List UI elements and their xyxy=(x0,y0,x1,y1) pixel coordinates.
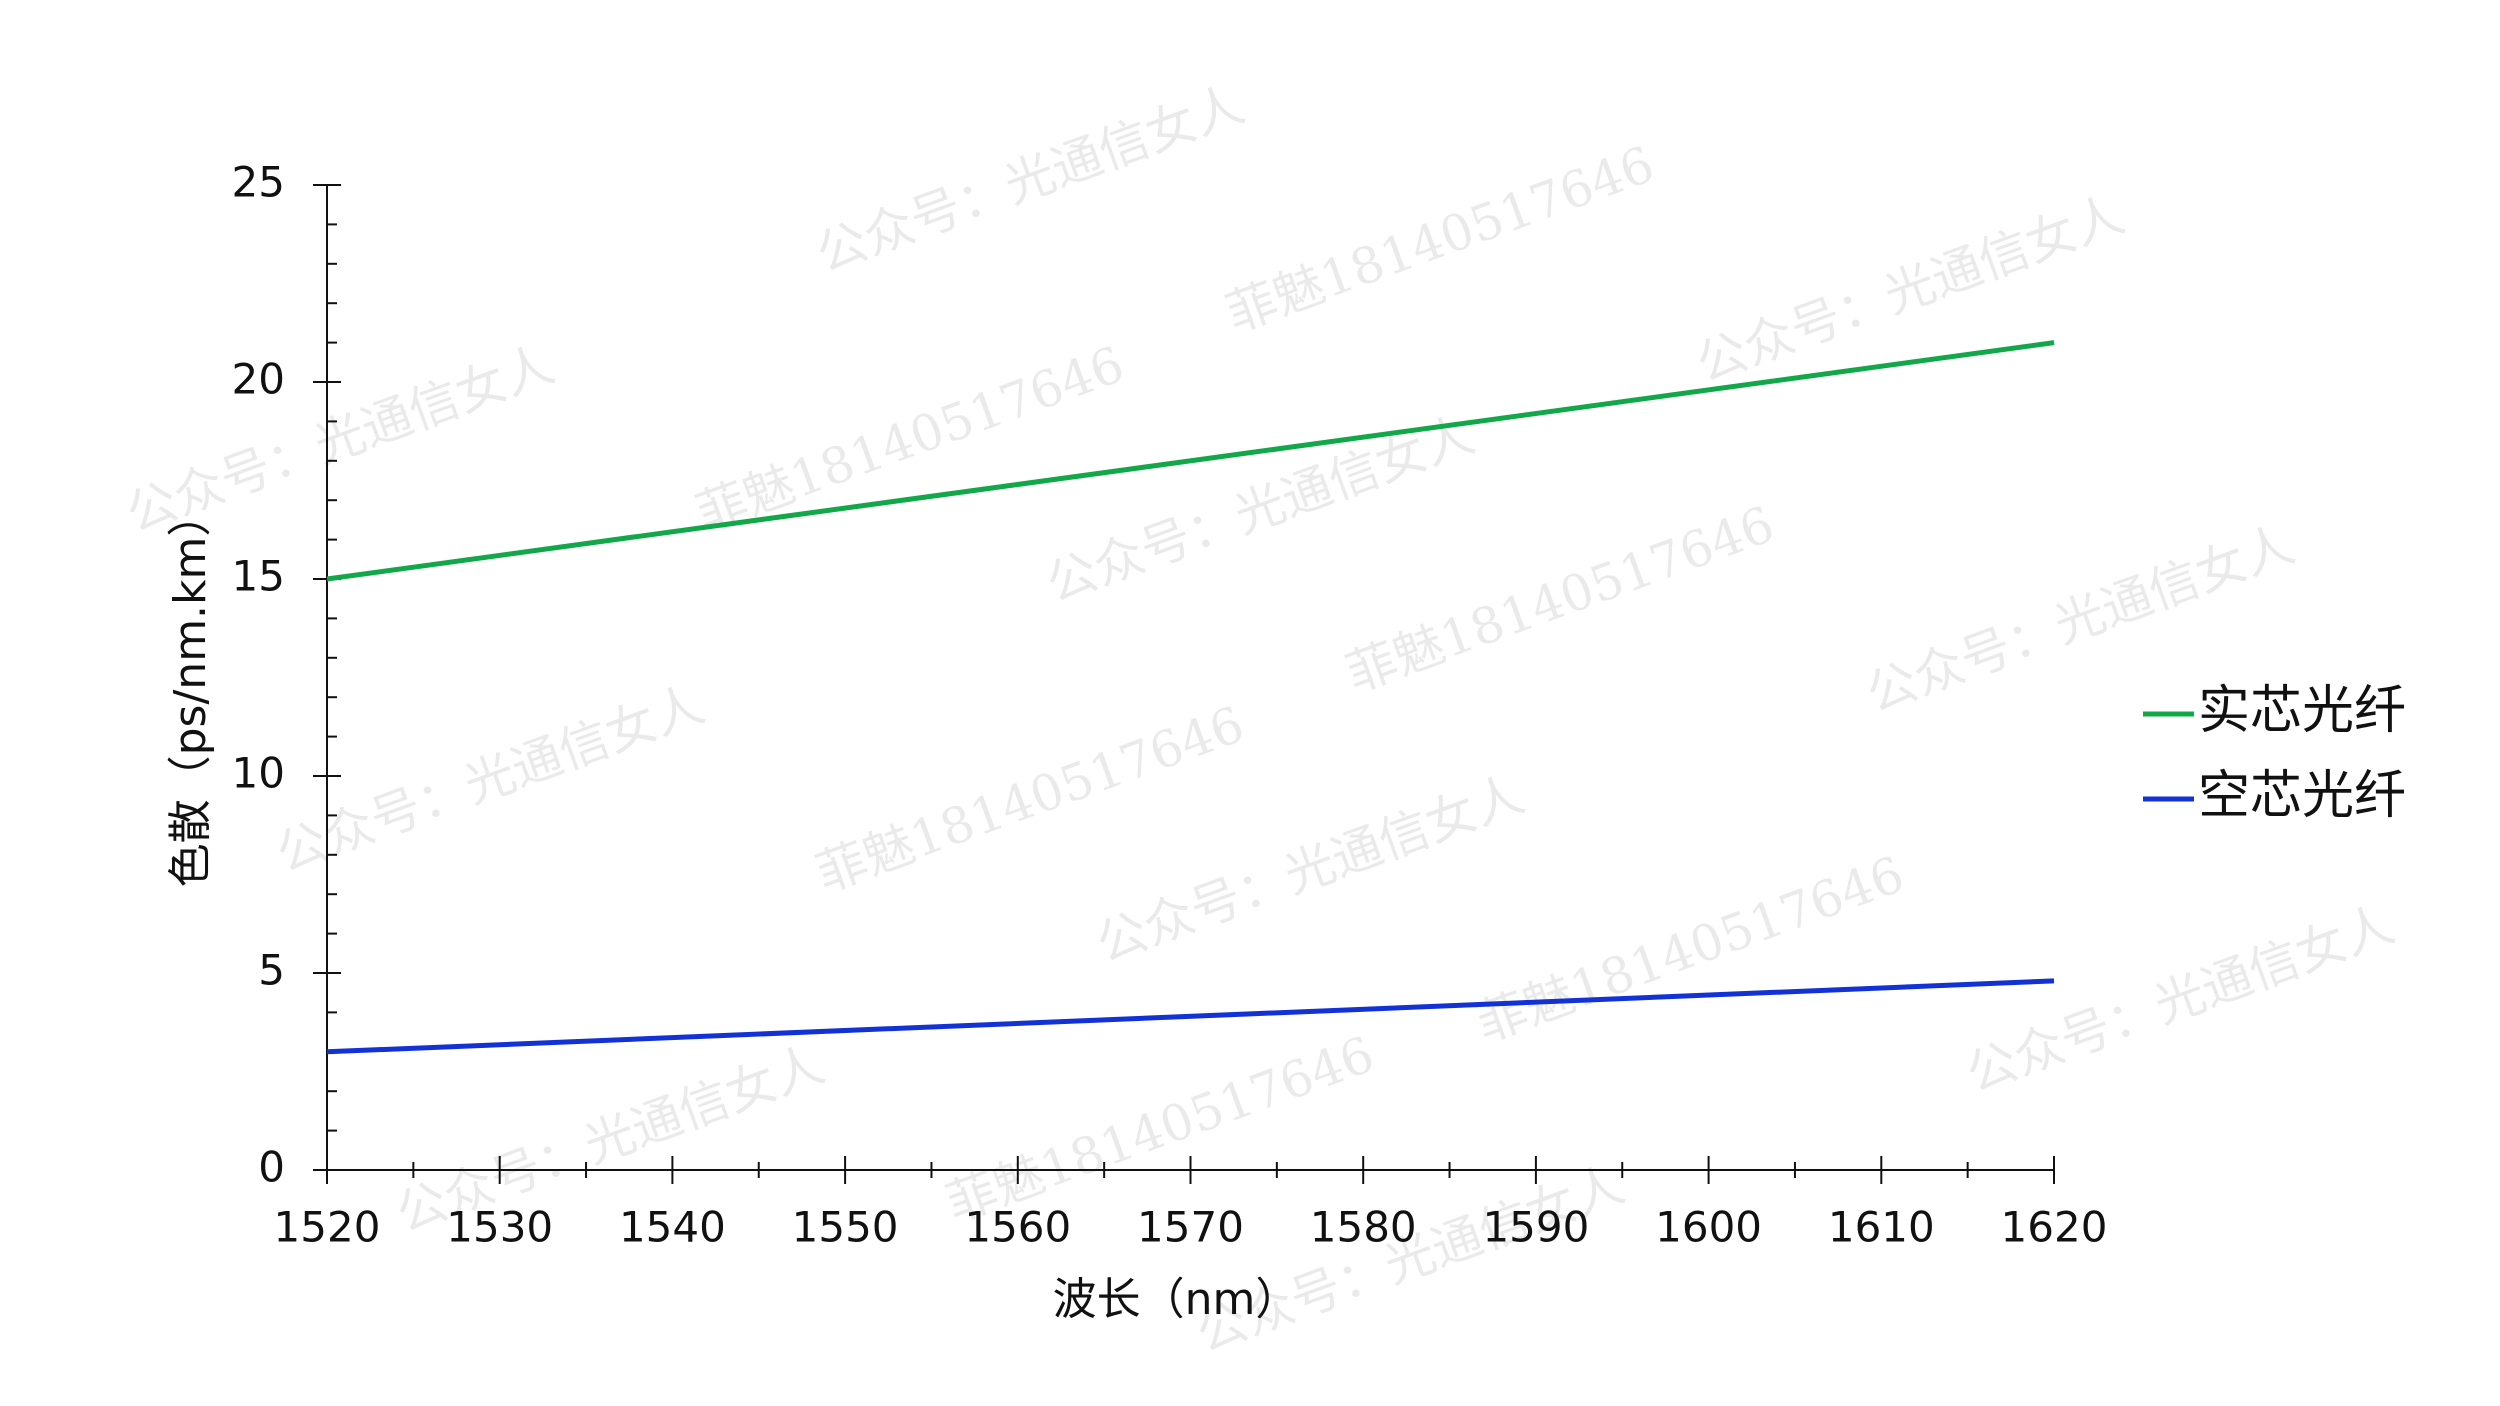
x-axis-label: 波长（nm） xyxy=(1053,1274,1300,1325)
watermark: 公众号：光通信女人 xyxy=(1039,405,1482,613)
x-tick-label: 1610 xyxy=(1828,1203,1935,1252)
x-tick-label: 1550 xyxy=(792,1203,899,1252)
x-tick-label: 1600 xyxy=(1655,1203,1762,1252)
series-line xyxy=(326,978,2055,1055)
watermark: 公众号：光通信女人 xyxy=(1959,895,2402,1103)
x-tick-label: 1580 xyxy=(1310,1203,1417,1252)
x-tick-label: 1520 xyxy=(274,1203,381,1252)
y-tick-label: 0 xyxy=(258,1143,285,1192)
x-tick-label: 1570 xyxy=(1137,1203,1244,1252)
legend-label: 实芯光纤 xyxy=(2198,681,2406,741)
y-tick-label: 10 xyxy=(232,749,285,798)
watermark: 菲魅18140517646 xyxy=(1469,845,1912,1053)
watermark: 公众号：光通信女人 xyxy=(269,675,712,883)
y-tick-label: 5 xyxy=(258,946,285,995)
y-tick-label: 20 xyxy=(232,355,285,404)
watermark: 菲魅18140517646 xyxy=(689,335,1132,543)
y-tick-label: 25 xyxy=(232,158,285,207)
watermark: 公众号：光通信女人 xyxy=(1089,765,1532,973)
watermark: 菲魅18140517646 xyxy=(809,695,1252,903)
watermark: 菲魅18140517646 xyxy=(1339,495,1782,703)
watermark: 公众号：光通信女人 xyxy=(809,75,1252,283)
x-tick-label: 1560 xyxy=(964,1203,1071,1252)
legend-label: 空芯光纤 xyxy=(2198,766,2406,826)
x-tick-label: 1590 xyxy=(1482,1203,1589,1252)
watermark: 公众号：光通信女人 xyxy=(1189,1155,1632,1363)
x-tick-label: 1540 xyxy=(619,1203,726,1252)
y-axis-label: 色散（ps/nm.km） xyxy=(165,493,216,888)
watermark: 菲魅18140517646 xyxy=(1219,135,1662,343)
x-tick-label: 1620 xyxy=(2001,1203,2108,1252)
x-tick-label: 1530 xyxy=(446,1203,553,1252)
y-tick-label: 15 xyxy=(232,552,285,601)
series-line xyxy=(326,340,2055,582)
